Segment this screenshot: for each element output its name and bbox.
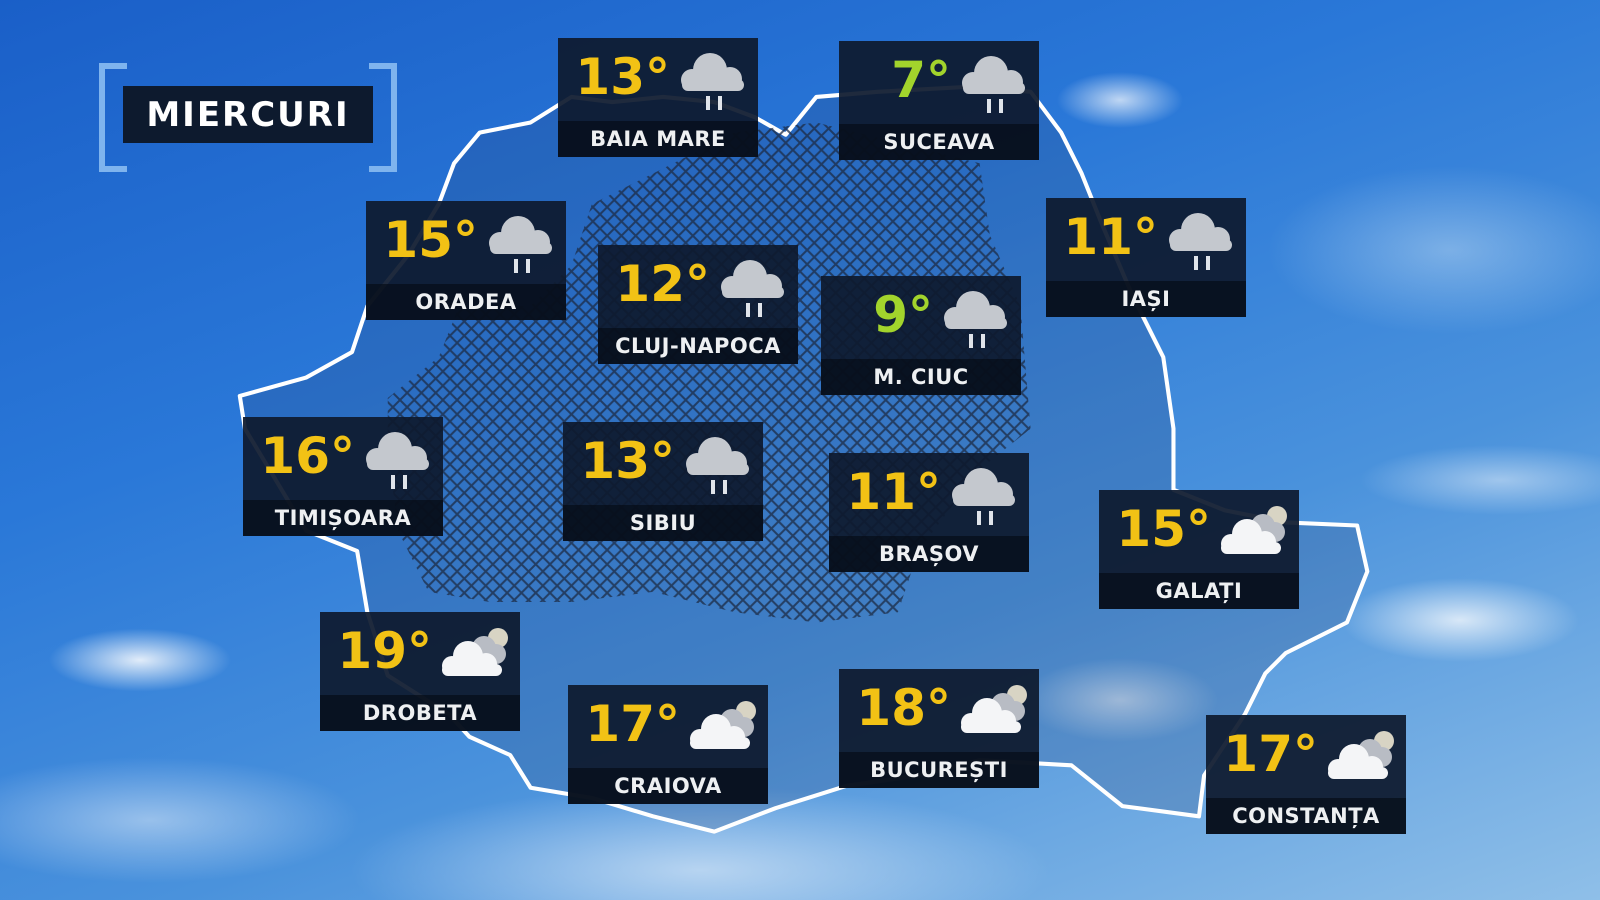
- city-name: IAȘI: [1046, 281, 1246, 317]
- city-card: 17° CONSTANȚA: [1206, 715, 1406, 834]
- city-name: CRAIOVA: [568, 768, 768, 804]
- temperature: 18°: [856, 679, 951, 737]
- rain-cloud-icon: [670, 46, 754, 116]
- city-name: DROBETA: [320, 695, 520, 731]
- city-card: 16° TIMIȘOARA: [243, 417, 443, 536]
- cloudy-moon-icon: [951, 677, 1035, 747]
- rain-cloud-icon: [355, 425, 439, 495]
- temperature: 13°: [580, 432, 675, 490]
- temperature: 11°: [846, 463, 941, 521]
- city-card: 17° CRAIOVA: [568, 685, 768, 804]
- temperature: 15°: [1116, 500, 1211, 558]
- bracket-right: [369, 63, 397, 172]
- city-card: 7° SUCEAVA: [839, 41, 1039, 160]
- city-card: 19° DROBETA: [320, 612, 520, 731]
- day-label-frame: MIERCURI: [99, 63, 397, 172]
- city-name: M. CIUC: [821, 359, 1021, 395]
- rain-cloud-icon: [675, 430, 759, 500]
- rain-cloud-icon: [941, 461, 1025, 531]
- bracket-left: [99, 63, 127, 172]
- city-card: 11° IAȘI: [1046, 198, 1246, 317]
- city-name: GALAȚI: [1099, 573, 1299, 609]
- city-card: 9° M. CIUC: [821, 276, 1021, 395]
- temperature: 12°: [615, 255, 710, 313]
- day-label: MIERCURI: [123, 86, 373, 143]
- temperature: 19°: [337, 622, 432, 680]
- city-name: TIMIȘOARA: [243, 500, 443, 536]
- city-card: 11° BRAȘOV: [829, 453, 1029, 572]
- city-card: 13° SIBIU: [563, 422, 763, 541]
- city-card: 18° BUCUREȘTI: [839, 669, 1039, 788]
- city-card: 13° BAIA MARE: [558, 38, 758, 157]
- cloudy-moon-icon: [1318, 723, 1402, 793]
- rain-cloud-icon: [478, 209, 562, 279]
- temperature: 11°: [1063, 208, 1158, 266]
- rain-cloud-icon: [1158, 206, 1242, 276]
- city-name: BRAȘOV: [829, 536, 1029, 572]
- city-name: BUCUREȘTI: [839, 752, 1039, 788]
- city-name: BAIA MARE: [558, 121, 758, 157]
- temperature: 17°: [1223, 725, 1318, 783]
- city-name: ORADEA: [366, 284, 566, 320]
- city-name: SUCEAVA: [839, 124, 1039, 160]
- cloudy-moon-icon: [680, 693, 764, 763]
- city-card: 15° ORADEA: [366, 201, 566, 320]
- city-name: CONSTANȚA: [1206, 798, 1406, 834]
- temperature: 15°: [383, 211, 478, 269]
- cloudy-moon-icon: [432, 620, 516, 690]
- cloudy-moon-icon: [1211, 498, 1295, 568]
- rain-cloud-icon: [710, 253, 794, 323]
- city-card: 12° CLUJ-NAPOCA: [598, 245, 798, 364]
- temperature: 7°: [891, 51, 951, 109]
- temperature: 17°: [585, 695, 680, 753]
- city-name: SIBIU: [563, 505, 763, 541]
- city-name: CLUJ-NAPOCA: [598, 328, 798, 364]
- rain-cloud-icon: [933, 284, 1017, 354]
- rain-cloud-icon: [951, 49, 1035, 119]
- city-card: 15° GALAȚI: [1099, 490, 1299, 609]
- temperature: 9°: [873, 286, 933, 344]
- temperature: 13°: [575, 48, 670, 106]
- temperature: 16°: [260, 427, 355, 485]
